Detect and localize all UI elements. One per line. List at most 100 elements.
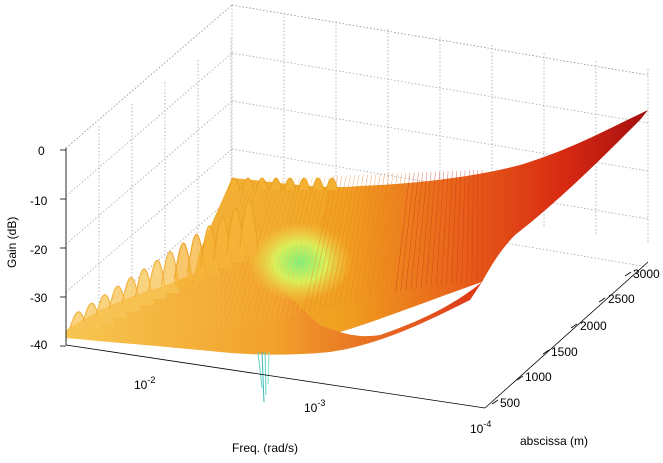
mesh-line xyxy=(273,176,309,320)
y-ticks: 500 1000 1500 2000 2500 3000 xyxy=(500,267,660,410)
z-tick-label: 0 xyxy=(38,144,45,158)
mesh-line xyxy=(303,175,334,314)
mesh-line xyxy=(298,176,330,315)
grid-line xyxy=(65,196,233,341)
ripple-line xyxy=(227,177,241,191)
axes xyxy=(65,148,649,409)
mesh-line xyxy=(430,171,440,287)
y-axis-label: abscissa (m) xyxy=(520,434,588,448)
y-tick-label: 2000 xyxy=(580,319,607,333)
x-tick-exp: -4 xyxy=(483,419,491,429)
mesh-line xyxy=(380,173,398,296)
mesh-line xyxy=(410,172,423,290)
mesh-line xyxy=(278,176,313,319)
mesh-line xyxy=(283,176,317,318)
x-tick-label: 10-2 xyxy=(134,375,155,392)
mesh-line xyxy=(324,175,351,309)
mesh-line xyxy=(390,173,406,294)
mesh-line xyxy=(400,172,415,292)
mesh-line xyxy=(258,177,296,322)
ripple-line xyxy=(325,177,339,191)
grid-line xyxy=(65,100,233,245)
x-tick-label: 10-3 xyxy=(304,398,325,415)
mesh-line xyxy=(415,172,428,289)
y-tick-mark xyxy=(491,399,499,405)
grid-line xyxy=(65,4,233,149)
y-tick-mark xyxy=(516,375,524,381)
mesh-line xyxy=(364,173,385,299)
y-tick-label: 1500 xyxy=(551,345,578,359)
z-tick-label: -10 xyxy=(30,194,48,208)
mesh-line xyxy=(252,177,292,323)
mesh-line xyxy=(420,172,432,288)
grid-line xyxy=(231,52,649,124)
mesh-line xyxy=(242,177,284,325)
mesh-line xyxy=(308,175,339,312)
mesh-line xyxy=(293,176,326,316)
grid-line xyxy=(231,100,649,172)
x-tick-exp: -2 xyxy=(147,375,155,385)
y-tick-label: 3000 xyxy=(633,267,660,281)
mesh-line xyxy=(405,172,419,291)
y-tick-mark xyxy=(570,323,578,329)
x-axis-label: Freq. (rad/s) xyxy=(232,441,298,455)
ripple-line xyxy=(241,177,255,191)
z-axis-label: Gain (dB) xyxy=(5,217,19,268)
mesh-line xyxy=(359,174,381,300)
mesh-line xyxy=(313,175,343,311)
ripple-line xyxy=(269,177,283,191)
x-tick-base: 10 xyxy=(304,401,318,415)
mesh-line xyxy=(288,176,322,317)
mesh-line xyxy=(451,171,457,284)
y-tick-label: 500 xyxy=(500,396,520,410)
mesh-line xyxy=(268,177,305,321)
y-tick-label: 2500 xyxy=(608,292,635,306)
y-tick-mark xyxy=(542,349,550,355)
surface-front-band xyxy=(66,255,482,355)
mesh-line xyxy=(369,173,390,298)
surface-ripples xyxy=(69,177,339,336)
z-tick-label: -20 xyxy=(30,243,48,257)
y-tick-mark xyxy=(624,271,632,277)
mesh-line xyxy=(263,177,301,322)
x-tick-base: 10 xyxy=(470,422,484,436)
mesh-line xyxy=(385,173,402,295)
mesh-line xyxy=(461,170,466,283)
mesh-line xyxy=(374,173,394,297)
mesh-line xyxy=(395,172,411,293)
ripple-line xyxy=(311,177,325,191)
mesh-line xyxy=(319,175,347,310)
z-tick-label: -40 xyxy=(30,338,48,352)
mesh-line xyxy=(247,177,288,324)
ripple-fill xyxy=(70,312,88,336)
mesh-line xyxy=(466,170,470,283)
grid-line xyxy=(231,4,649,76)
mesh-line xyxy=(354,174,377,302)
ripple-line xyxy=(255,177,269,191)
mesh-line xyxy=(425,171,436,288)
x-tick-label: 10-4 xyxy=(470,419,491,436)
mesh-line xyxy=(441,171,449,285)
mesh-line xyxy=(339,174,364,305)
surface-basin xyxy=(248,222,352,302)
ripple-line xyxy=(283,177,297,191)
z-ticks: 0 -10 -20 -30 -40 xyxy=(30,144,48,352)
mesh-line xyxy=(334,174,360,307)
ripple-line xyxy=(297,177,311,191)
ripple-fill xyxy=(240,200,258,256)
grid-line xyxy=(65,52,233,197)
y-tick-mark xyxy=(598,297,606,303)
y-tick-label: 1000 xyxy=(525,370,552,384)
z-tick-label: -30 xyxy=(30,291,48,305)
mesh-line xyxy=(446,171,453,285)
mesh-line xyxy=(349,174,373,303)
mesh-line xyxy=(344,174,368,304)
gain-surface xyxy=(66,110,648,403)
mesh-line xyxy=(476,170,479,282)
mesh-line xyxy=(456,170,462,284)
x-tick-base: 10 xyxy=(134,378,148,392)
mesh-line xyxy=(471,170,474,282)
grid-line xyxy=(65,148,233,293)
mesh-line xyxy=(329,175,356,308)
